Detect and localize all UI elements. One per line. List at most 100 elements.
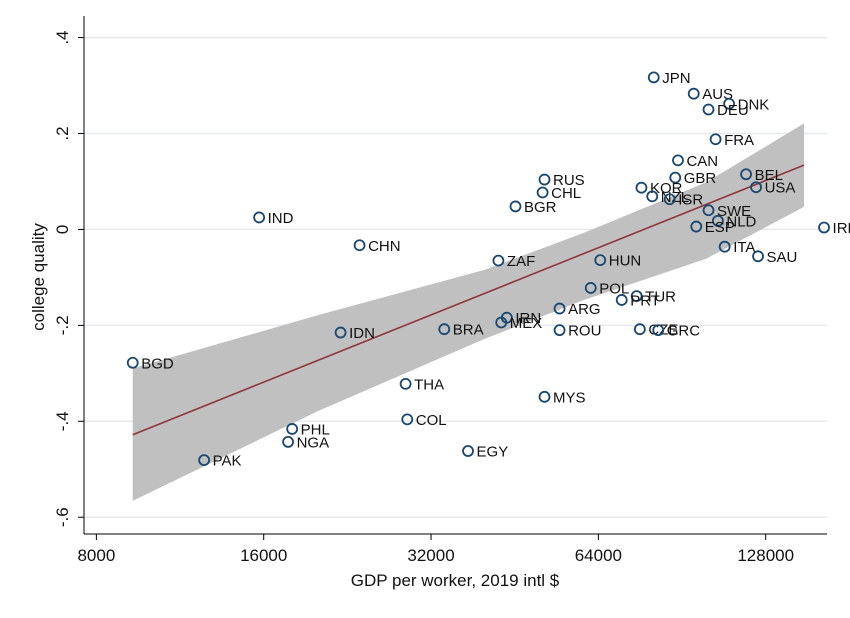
data-point-swe [702, 204, 715, 217]
data-point-rus [538, 173, 551, 186]
point-label-irn: IRN [515, 310, 541, 327]
data-point-mex [495, 316, 508, 329]
y-tick-label: -.2 [53, 315, 72, 335]
point-label-tur: TUR [645, 289, 676, 306]
data-point-pak [198, 454, 211, 467]
data-point-bel [740, 168, 752, 181]
y-axis-title: college quality [29, 223, 48, 331]
point-label-phl: PHL [301, 421, 330, 438]
point-label-hun: HUN [609, 253, 642, 270]
data-point-prt [615, 294, 628, 306]
data-point-deu [702, 103, 715, 116]
point-label-esp: ESP [705, 219, 735, 236]
point-label-chl: CHL [551, 185, 581, 202]
x-tick-label: 128000 [737, 546, 794, 565]
data-point-bra [438, 323, 451, 336]
data-point-fra [709, 133, 722, 146]
y-tick-label: -.4 [53, 411, 72, 431]
point-label-usa: USA [765, 180, 796, 197]
data-point-tur [630, 290, 643, 303]
data-point-rou [553, 324, 566, 337]
data-point-ita [718, 240, 731, 253]
data-point-jpn [647, 71, 660, 84]
data-point-hun [594, 254, 607, 267]
confidence-band-layer [132, 123, 804, 501]
point-label-pol: POL [599, 280, 629, 297]
point-label-ita: ITA [733, 239, 755, 256]
point-label-rou: ROU [568, 323, 601, 340]
point-label-swe: SWE [717, 203, 751, 220]
point-label-isr: ISR [678, 192, 703, 209]
data-point-bgd [126, 356, 139, 369]
y-tick-label: 0 [53, 225, 72, 234]
y-tick-label: .2 [53, 126, 72, 140]
data-point-chl [536, 186, 549, 199]
y-tick-label: -.6 [53, 507, 72, 527]
point-label-pak: PAK [213, 453, 242, 470]
point-label-bra: BRA [453, 322, 484, 339]
x-axis-title: GDP per worker, 2019 intl $ [351, 571, 560, 590]
point-label-rus: RUS [553, 172, 585, 189]
data-point-egy [462, 445, 474, 457]
data-point-nga [282, 436, 294, 448]
x-tick-label: 32000 [407, 546, 454, 565]
data-point-usa [750, 181, 762, 194]
point-label-nld: NLD [726, 213, 756, 230]
y-tick-label: .4 [53, 30, 72, 44]
data-point-arg [553, 302, 566, 315]
data-point-can [672, 154, 684, 167]
point-label-aus: AUS [702, 86, 733, 103]
point-label-mys: MYS [553, 389, 586, 406]
data-point-col [401, 413, 414, 426]
data-point-bgr [509, 200, 522, 213]
data-point-esp [690, 220, 703, 233]
point-label-bel: BEL [755, 167, 783, 184]
point-label-bgr: BGR [524, 199, 557, 216]
point-label-egy: EGY [477, 444, 509, 461]
point-label-tha: THA [414, 376, 444, 393]
point-label-bgd: BGD [141, 355, 174, 372]
data-point-zaf [492, 254, 505, 267]
axes: -.6 -.4 -.2 0 .2 .4 8000 16000 32000 64000 128000 [53, 16, 827, 565]
data-point-cze [633, 323, 646, 336]
point-label-deu: DEU [717, 102, 749, 119]
point-label-irl: IRL [833, 220, 850, 237]
data-point-idn [334, 326, 347, 339]
point-label-arg: ARG [568, 301, 601, 318]
point-label-chn: CHN [368, 238, 401, 255]
point-label-mex: MEX [510, 315, 543, 332]
point-label-nga: NGA [297, 434, 330, 451]
point-label-ind: IND [268, 210, 294, 227]
point-label-gbr: GBR [684, 170, 717, 187]
data-point-tha [399, 377, 412, 390]
data-point-grc [652, 324, 665, 337]
data-point-ind [253, 211, 266, 224]
data-point-chn [353, 239, 366, 252]
point-label-sau: SAU [767, 249, 798, 266]
data-point-dnk [723, 97, 736, 110]
x-tick-label: 8000 [77, 546, 115, 565]
point-label-idn: IDN [349, 325, 375, 342]
point-label-grc: GRC [667, 323, 701, 340]
data-points: JPNAUSDNKDEUFRACANBELGBRUSAKORNZLISRSWEN… [126, 70, 850, 470]
point-label-jpn: JPN [662, 70, 690, 87]
data-point-aus [687, 87, 700, 100]
point-label-prt: PRT [630, 292, 660, 309]
point-label-can: CAN [686, 153, 718, 170]
data-point-nzl [646, 190, 659, 203]
point-label-zaf: ZAF [507, 253, 535, 270]
fit-line [132, 164, 805, 436]
confidence-band [132, 123, 804, 501]
point-label-dnk: DNK [738, 96, 770, 113]
data-point-gbr [669, 171, 682, 184]
point-label-col: COL [416, 412, 447, 429]
data-point-mys [538, 390, 551, 403]
data-point-isr [663, 193, 676, 206]
data-point-kor [635, 181, 648, 194]
point-label-fra: FRA [724, 132, 754, 149]
point-label-kor: KOR [650, 180, 683, 197]
x-tick-label: 64000 [575, 546, 622, 565]
data-point-sau [752, 250, 764, 263]
data-point-nld [711, 214, 724, 227]
